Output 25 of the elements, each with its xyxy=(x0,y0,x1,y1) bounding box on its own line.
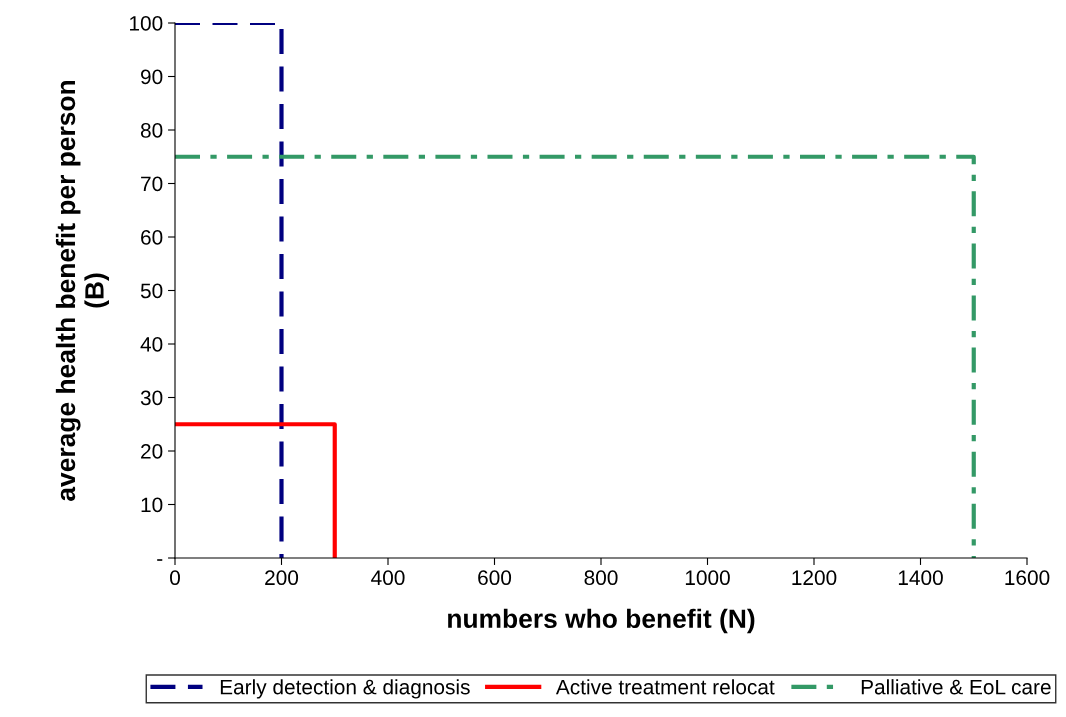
y-tick-label: 90 xyxy=(141,69,163,85)
y-tick-label: 100 xyxy=(130,16,163,31)
x-tick-label: 800 xyxy=(584,570,618,586)
y-tick-label: 60 xyxy=(141,230,163,245)
x-tick-label: 0 xyxy=(170,570,180,586)
x-tick-label: 400 xyxy=(371,570,405,586)
x-axis-title: numbers who benefit (N) xyxy=(448,608,755,634)
y-tick-label: 10 xyxy=(141,497,163,513)
legend-label: Early detection & diagnosis xyxy=(220,679,470,699)
x-tick-label: 1200 xyxy=(792,570,837,586)
y-tick-label: 70 xyxy=(141,176,163,192)
y-tick-label: 30 xyxy=(140,390,163,406)
x-tick-label: 1000 xyxy=(685,570,730,586)
legend-label: Active treatment relocat xyxy=(555,679,775,695)
x-tick-label: 1400 xyxy=(898,570,943,586)
y-tick-label: 20 xyxy=(141,444,163,459)
x-tick-label: 600 xyxy=(478,570,512,586)
legend-label: Palliative & EoL care xyxy=(861,679,1051,695)
y-axis-title: average health benefit per person (B) xyxy=(55,80,109,501)
y-tick-label: 50 xyxy=(140,283,163,299)
y-tick-label: 40 xyxy=(140,337,163,352)
y-tick-label: - xyxy=(157,559,163,561)
x-tick-label: 1600 xyxy=(1005,570,1050,586)
y-tick-label: 80 xyxy=(140,123,163,138)
x-tick-label: 200 xyxy=(265,570,299,586)
